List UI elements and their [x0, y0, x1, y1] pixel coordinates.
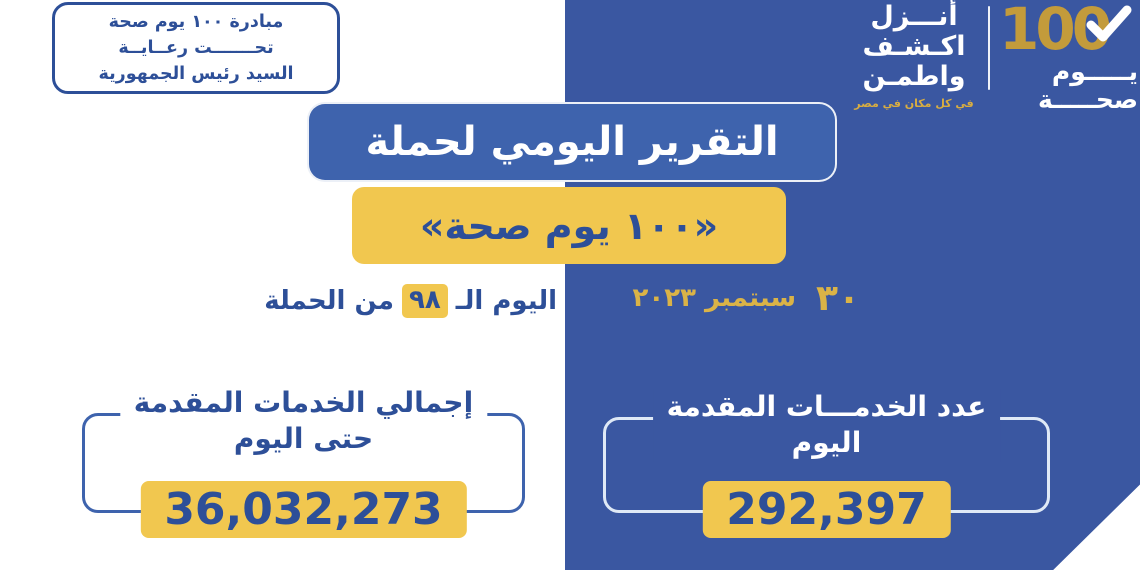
- blue-background-panel: [565, 0, 1140, 570]
- vertical-divider: [988, 6, 990, 90]
- date-month-year: سبتمبر ٢٠٢٣: [632, 283, 797, 313]
- campaign-day-number: ٩٨: [401, 284, 448, 318]
- logo-number: 100: [995, 0, 1140, 58]
- stat-total-title-line1: إجمالي الخدمات المقدمة: [133, 386, 474, 419]
- patronage-line1: مبادرة ١٠٠ يوم صحة: [108, 11, 284, 32]
- campaign-day-prefix: اليوم الـ: [455, 286, 557, 316]
- logo-word-day: يـــــوم: [1051, 57, 1138, 86]
- logo-word-health: صحـــــة: [1037, 85, 1138, 114]
- campaign-logo: 100 يـــــوم صحـــــة: [995, 0, 1140, 114]
- stat-total-heading: إجمالي الخدمات المقدمة حتى اليوم: [119, 385, 488, 458]
- campaign-day-counter: اليوم الـ ٩٨ من الحملة: [264, 281, 557, 321]
- date-day: ٣٠: [816, 277, 860, 319]
- stat-today-title-line2: اليوم: [791, 426, 862, 460]
- stat-today-heading: عدد الخدمـــات المقدمة اليوم: [652, 389, 1001, 462]
- slogan-tagline: في كل مكان في مصر: [854, 96, 974, 110]
- patronage-line2: تحـــــــت رعــايــة: [118, 37, 274, 58]
- slogan-block: أنـــزل اكـشـف واطمـن في كل مكان في مصر: [845, 1, 983, 110]
- stat-total-services: إجمالي الخدمات المقدمة حتى اليوم 36,032,…: [82, 385, 525, 538]
- patronage-line3: السيد رئيس الجمهورية: [98, 64, 294, 85]
- stat-today-services: عدد الخدمـــات المقدمة اليوم 292,397: [603, 389, 1050, 538]
- slogan-line3: واطمـن: [862, 61, 966, 93]
- stat-today-value: 292,397: [702, 481, 951, 538]
- check-icon: [1086, 5, 1132, 42]
- stat-total-value: 36,032,273: [140, 481, 467, 538]
- patronage-box: مبادرة ١٠٠ يوم صحة تحـــــــت رعــايــة …: [52, 2, 340, 94]
- stat-total-title-line2: حتى اليوم: [233, 422, 374, 456]
- campaign-day-suffix: من الحملة: [264, 286, 394, 316]
- slogan-line1: أنـــزل: [870, 1, 958, 32]
- campaign-name-banner: «١٠٠ يوم صحة»: [352, 187, 786, 264]
- report-date: ٣٠ سبتمبر ٢٠٢٣: [598, 274, 860, 322]
- stat-today-title-line1: عدد الخدمـــات المقدمة: [666, 390, 987, 423]
- report-title-banner: التقرير اليومي لحملة: [307, 102, 837, 182]
- slogan-line2: اكـشـف: [862, 31, 966, 63]
